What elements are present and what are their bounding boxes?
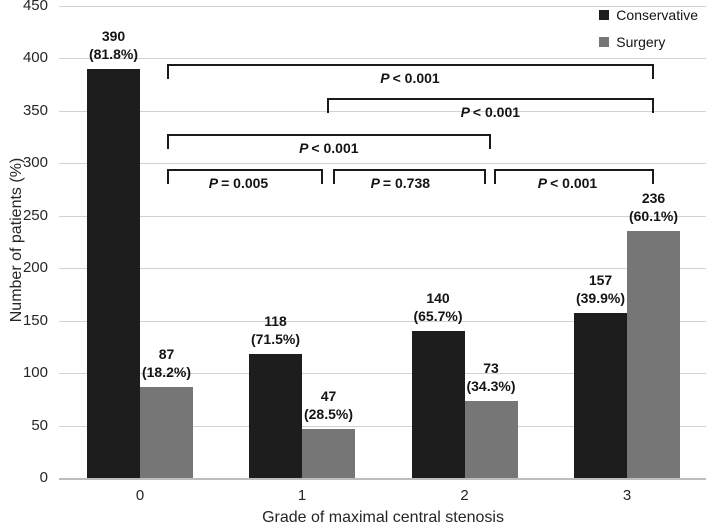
bar-value-label-surgery-3: 236 (60.1%) bbox=[629, 189, 678, 225]
p-value-label-0-2: P < 0.001 bbox=[299, 140, 358, 156]
y-tick-label-0: 0 bbox=[39, 469, 48, 486]
bar-surgery-0 bbox=[140, 386, 193, 478]
legend: Conservative Surgery bbox=[599, 7, 698, 61]
bar-value-label-surgery-0: 87 (18.2%) bbox=[142, 345, 191, 381]
x-tick-label-1: 1 bbox=[297, 487, 307, 504]
p-value-text: < 0.001 bbox=[472, 104, 521, 120]
significance-bracket-0-3 bbox=[166, 64, 654, 79]
significance-bracket-2-3 bbox=[493, 169, 654, 184]
gridline-250 bbox=[59, 215, 706, 217]
p-symbol: P bbox=[208, 175, 219, 191]
bar-value-label-surgery-2: 73 (34.3%) bbox=[466, 359, 515, 395]
bar-value-label-conservative-3: 157 (39.9%) bbox=[576, 271, 625, 307]
bar-value-label-conservative-2: 140 (65.7%) bbox=[413, 289, 462, 325]
gridline-350 bbox=[59, 110, 706, 112]
value-line: 73 bbox=[483, 360, 499, 377]
p-value-label-1-2: P = 0.738 bbox=[371, 175, 430, 191]
bar-conservative-0 bbox=[87, 68, 140, 478]
p-symbol: P bbox=[537, 175, 548, 191]
value-line: 87 bbox=[158, 345, 175, 362]
bar-conservative-2 bbox=[411, 331, 465, 478]
y-tick-label-350: 350 bbox=[22, 101, 48, 119]
percent-line: (28.5%) bbox=[303, 405, 354, 422]
legend-label-conservative: Conservative bbox=[616, 7, 698, 23]
legend-item-surgery: Surgery bbox=[599, 34, 698, 50]
p-symbol: P bbox=[460, 104, 470, 120]
gridline-400 bbox=[59, 58, 706, 60]
bar-value-label-surgery-1: 47 (28.5%) bbox=[304, 387, 353, 423]
bar-surgery-3 bbox=[627, 230, 680, 478]
gridline-150 bbox=[59, 320, 706, 322]
significance-bracket-1-3 bbox=[327, 98, 654, 113]
gridline-100 bbox=[59, 373, 706, 375]
value-line: 47 bbox=[320, 387, 337, 404]
value-line: 390 bbox=[101, 27, 126, 44]
p-symbol: P bbox=[380, 70, 390, 86]
p-symbol: P bbox=[370, 175, 380, 191]
value-line: 157 bbox=[588, 272, 613, 289]
percent-line: (60.1%) bbox=[628, 207, 679, 224]
significance-bracket-0-2 bbox=[166, 134, 491, 149]
x-axis-title: Grade of maximal central stenosis bbox=[262, 509, 504, 526]
percent-line: (65.7%) bbox=[413, 308, 463, 325]
p-value-label-0-3: P < 0.001 bbox=[380, 70, 439, 86]
p-value-text: < 0.001 bbox=[392, 70, 440, 86]
y-tick-label-50: 50 bbox=[31, 416, 48, 434]
p-symbol: P bbox=[299, 140, 309, 156]
bar-conservative-1 bbox=[249, 354, 302, 478]
y-tick-label-300: 300 bbox=[22, 154, 48, 172]
significance-bracket-0-1 bbox=[166, 169, 323, 184]
value-line: 118 bbox=[264, 313, 287, 330]
x-tick-label-0: 0 bbox=[135, 487, 145, 504]
gridline-200 bbox=[59, 268, 706, 270]
bar-conservative-3 bbox=[574, 313, 627, 478]
p-value-text: < 0.001 bbox=[550, 175, 598, 191]
y-tick-label-100: 100 bbox=[22, 364, 48, 382]
legend-swatch-surgery bbox=[599, 37, 610, 47]
p-value-text: = 0.005 bbox=[221, 175, 269, 191]
p-value-label-0-1: P = 0.005 bbox=[209, 175, 268, 191]
percent-line: (18.2%) bbox=[141, 363, 192, 380]
legend-label-surgery: Surgery bbox=[616, 34, 666, 50]
bar-surgery-2 bbox=[464, 401, 518, 478]
p-value-text: < 0.001 bbox=[311, 140, 359, 156]
x-tick-label-2: 2 bbox=[460, 487, 469, 504]
significance-bracket-1-2 bbox=[332, 169, 486, 184]
p-value-text: = 0.738 bbox=[382, 175, 431, 191]
bar-surgery-1 bbox=[302, 428, 355, 478]
gridline-300 bbox=[59, 163, 706, 165]
value-line: 140 bbox=[426, 290, 450, 307]
gridline-450 bbox=[59, 6, 706, 7]
y-tick-label-150: 150 bbox=[22, 311, 48, 329]
value-line: 236 bbox=[641, 189, 666, 206]
x-tick-label-3: 3 bbox=[622, 487, 632, 504]
percent-line: (34.3%) bbox=[466, 378, 516, 395]
gridline-50 bbox=[59, 425, 706, 427]
p-value-label-2-3: P < 0.001 bbox=[538, 175, 597, 191]
legend-swatch-conservative bbox=[599, 10, 610, 20]
percent-line: (71.5%) bbox=[250, 331, 301, 348]
bar-value-label-conservative-1: 118 (71.5%) bbox=[251, 312, 300, 348]
y-tick-label-200: 200 bbox=[22, 259, 48, 277]
percent-line: (81.8%) bbox=[88, 45, 139, 62]
y-tick-label-250: 250 bbox=[22, 206, 48, 224]
bar-value-label-conservative-0: 390 (81.8%) bbox=[89, 27, 138, 63]
y-tick-label-400: 400 bbox=[22, 49, 48, 67]
p-value-label-1-3: P < 0.001 bbox=[461, 104, 520, 120]
y-axis-title: Number of patients (%) bbox=[8, 157, 25, 323]
x-axis-line bbox=[59, 478, 706, 480]
legend-item-conservative: Conservative bbox=[599, 7, 698, 23]
percent-line: (39.9%) bbox=[575, 290, 626, 307]
y-tick-label-450: 450 bbox=[22, 0, 48, 14]
